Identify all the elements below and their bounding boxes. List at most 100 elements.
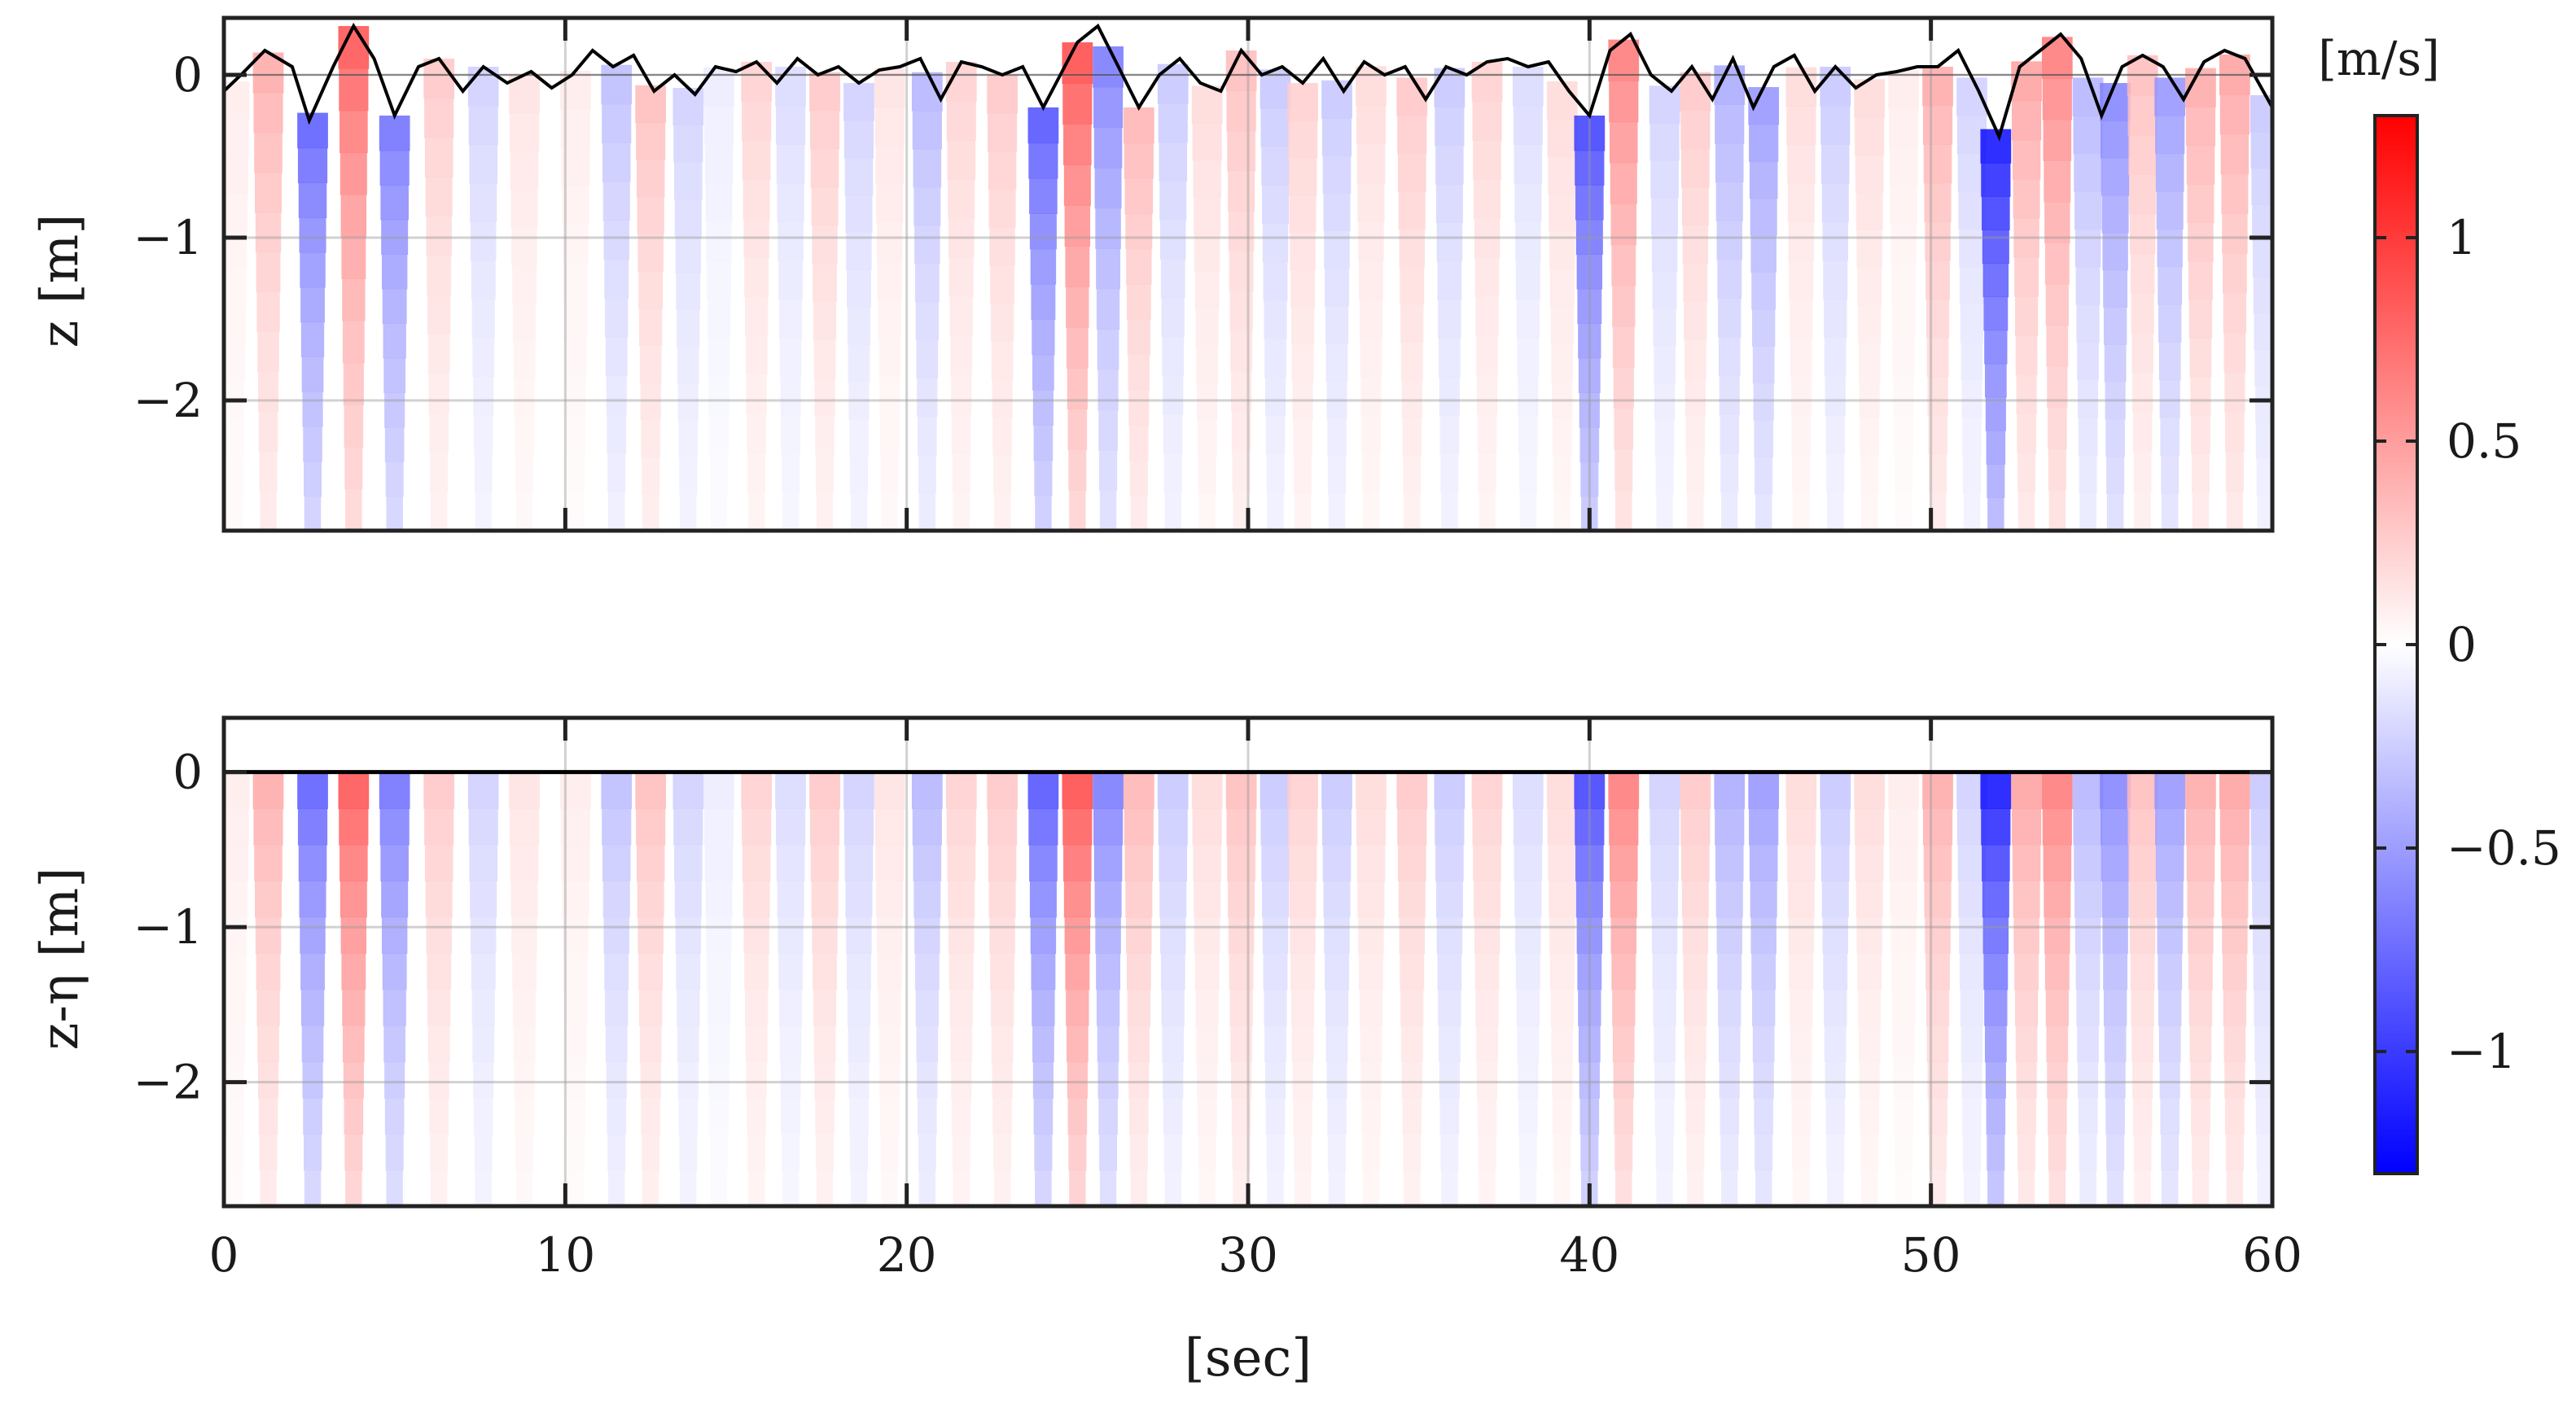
velocity-band-cell <box>1577 288 1602 324</box>
velocity-band-cell <box>1028 142 1058 179</box>
velocity-band-cell <box>1194 234 1220 273</box>
velocity-band-cell <box>1553 1134 1571 1171</box>
velocity-band-cell <box>1294 1134 1312 1171</box>
velocity-band-cell <box>302 1061 323 1099</box>
velocity-band-cell <box>1929 492 1947 531</box>
velocity-band-cell <box>1791 414 1812 455</box>
velocity-band-cell <box>2132 412 2153 453</box>
bottom-velocity-field <box>224 772 2272 1206</box>
velocity-band-cell <box>1984 1025 2007 1063</box>
velocity-band-cell <box>1684 1025 1706 1063</box>
velocity-band-cell <box>1357 881 1385 918</box>
velocity-band-cell <box>1093 772 1124 810</box>
velocity-band-cell <box>510 844 539 881</box>
velocity-band-cell <box>2222 952 2247 990</box>
velocity-band-cell <box>301 1025 324 1063</box>
velocity-band-cell <box>1611 244 1636 286</box>
velocity-band-cell <box>383 323 406 359</box>
velocity-band-cell <box>2105 1097 2125 1135</box>
velocity-band-cell <box>1822 916 1848 954</box>
velocity-band-cell <box>384 1097 405 1135</box>
velocity-band-cell <box>605 297 629 338</box>
velocity-band-cell <box>1686 454 1705 494</box>
velocity-band-cell <box>988 189 1016 228</box>
velocity-band-cell <box>342 278 366 321</box>
velocity-band-cell <box>1264 377 1286 417</box>
velocity-band-cell <box>639 989 663 1026</box>
velocity-band-cell <box>1788 916 1815 954</box>
velocity-band-cell <box>880 1134 899 1171</box>
velocity-band-cell <box>604 952 629 990</box>
velocity-band-cell <box>881 1170 898 1206</box>
velocity-band-cell <box>1982 881 2009 918</box>
velocity-band-cell <box>1575 219 1603 255</box>
velocity-band-cell <box>1289 881 1316 918</box>
velocity-band-cell <box>1755 457 1773 495</box>
velocity-band-cell <box>1229 989 1253 1026</box>
velocity-band-cell <box>677 383 699 421</box>
velocity-band-cell <box>1130 1170 1148 1206</box>
velocity-band-cell <box>1859 380 1880 419</box>
velocity-band-cell <box>1262 223 1289 263</box>
velocity-band-cell <box>1987 1134 2005 1171</box>
velocity-band-cell <box>953 492 970 531</box>
velocity-band-cell <box>2190 376 2211 416</box>
velocity-band-cell <box>1923 144 1952 184</box>
velocity-band-cell <box>1717 952 1742 990</box>
velocity-band-cell <box>300 952 325 990</box>
velocity-band-cell <box>1069 1170 1086 1206</box>
velocity-band-cell <box>1551 343 1574 382</box>
velocity-band-cell <box>2255 1097 2272 1135</box>
velocity-band-cell <box>875 844 904 881</box>
velocity-band-cell <box>430 452 449 492</box>
velocity-band-cell <box>2251 844 2272 881</box>
velocity-band-cell <box>816 1134 835 1171</box>
velocity-band-cell <box>1032 1025 1054 1063</box>
velocity-band-cell <box>608 1170 625 1206</box>
velocity-band-cell <box>602 142 631 182</box>
velocity-band-cell <box>1580 1134 1599 1171</box>
velocity-band-cell <box>566 453 585 493</box>
velocity-band-cell <box>2044 952 2070 990</box>
velocity-band-cell <box>605 989 629 1026</box>
velocity-band-cell <box>848 381 870 420</box>
velocity-band-cell <box>876 881 904 918</box>
top-grid <box>224 18 2272 531</box>
velocity-band-cell <box>1123 772 1154 810</box>
velocity-band-cell <box>813 952 837 990</box>
velocity-band-cell <box>1959 916 1985 954</box>
velocity-band-cell <box>946 808 976 846</box>
velocity-band-cell <box>1401 1061 1422 1099</box>
velocity-band-cell <box>1440 453 1459 493</box>
velocity-band-cell <box>952 453 970 492</box>
velocity-band-cell <box>987 772 1018 810</box>
surface-elevation-line <box>224 22 2272 142</box>
velocity-band-cell <box>1359 952 1383 990</box>
velocity-band-cell <box>843 120 874 159</box>
velocity-band-cell <box>847 989 871 1026</box>
velocity-band-cell <box>567 1170 585 1206</box>
velocity-band-cell <box>380 185 409 221</box>
velocity-band-cell <box>1925 916 1951 954</box>
velocity-band-cell <box>1963 492 1981 531</box>
velocity-band-cell <box>1823 260 1848 300</box>
velocity-band-cell <box>2042 808 2072 846</box>
velocity-band-cell <box>1651 881 1679 918</box>
velocity-band-cell <box>1985 1061 2006 1099</box>
velocity-band-cell <box>1960 304 1984 343</box>
velocity-band-cell <box>1325 952 1349 990</box>
velocity-band-cell <box>2250 95 2272 133</box>
velocity-band-cell <box>1227 844 1255 881</box>
colorbar-tick-label: 0 <box>2447 617 2477 672</box>
velocity-band-cell <box>1960 342 1983 381</box>
velocity-band-cell <box>674 881 702 918</box>
velocity-band-cell <box>2224 372 2245 413</box>
velocity-band-cell <box>675 235 702 273</box>
velocity-band-cell <box>1719 375 1740 416</box>
velocity-band-cell <box>1063 844 1092 881</box>
velocity-band-cell <box>515 1170 533 1206</box>
velocity-band-cell <box>637 881 664 918</box>
velocity-band-cell <box>386 1170 403 1206</box>
velocity-band-cell <box>566 415 585 455</box>
velocity-band-cell <box>639 344 662 383</box>
